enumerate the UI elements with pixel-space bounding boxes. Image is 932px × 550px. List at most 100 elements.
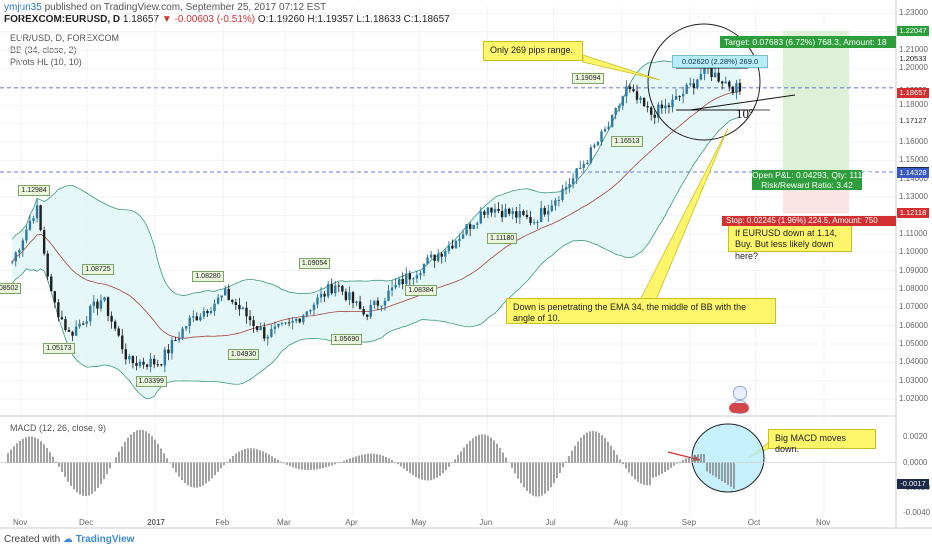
candle xyxy=(554,200,557,206)
candle xyxy=(735,83,738,93)
candle xyxy=(238,304,241,310)
tradingview-brand[interactable]: TradingView xyxy=(75,534,135,545)
candle xyxy=(412,278,415,280)
candle xyxy=(550,205,553,211)
price-tick-label: 1.20000 xyxy=(899,63,928,73)
candle xyxy=(195,316,198,321)
note-buy[interactable]: If EURUSD down at 1.14, Buy. But less li… xyxy=(728,224,852,261)
candle xyxy=(635,91,639,100)
footer: Created with ☁ TradingView xyxy=(4,534,135,545)
candle xyxy=(46,253,49,277)
angle-label: 10º xyxy=(736,106,754,121)
candle xyxy=(561,188,564,200)
pivot-label: 1.03399 xyxy=(135,376,167,388)
candle xyxy=(596,141,600,146)
candle xyxy=(252,320,255,327)
candle xyxy=(67,330,71,332)
candle xyxy=(181,328,184,339)
candle xyxy=(447,245,451,252)
candle xyxy=(557,199,561,201)
candle xyxy=(21,240,25,251)
candle xyxy=(18,250,21,253)
price-tag: 1.20533 xyxy=(897,53,929,64)
symbol-name[interactable]: FOREXCOM:EURUSD, D xyxy=(4,14,121,25)
author-link[interactable]: ymjun35 xyxy=(4,2,42,13)
pivot-label: 1.08725 xyxy=(82,264,114,276)
candle xyxy=(667,105,671,108)
note-ema[interactable]: Down is penetrating the EMA 34, the midd… xyxy=(506,298,776,324)
candle xyxy=(525,214,529,218)
legend-symbol[interactable]: EUR/USD, D, FOREXCOM xyxy=(10,33,120,43)
candle xyxy=(703,63,706,75)
legend-pivots[interactable]: Pivots HL (10, 10) xyxy=(10,57,82,67)
candle xyxy=(454,240,458,249)
candle xyxy=(600,131,603,142)
candles xyxy=(11,57,742,373)
candle xyxy=(646,106,649,108)
candle xyxy=(259,327,262,331)
candle xyxy=(241,307,245,310)
candle xyxy=(692,83,695,88)
candle xyxy=(571,178,575,185)
price-tick-label: 1.04000 xyxy=(899,357,928,367)
pivot-label: 1.16513 xyxy=(611,135,643,147)
candle xyxy=(564,187,568,189)
candle xyxy=(508,208,511,214)
price-tick-label: 1.11000 xyxy=(899,228,928,238)
flag-icon[interactable] xyxy=(729,403,749,413)
time-tick-label: Jun xyxy=(479,518,493,527)
candle xyxy=(472,224,475,229)
note-pips[interactable]: Only 269 pips range. xyxy=(483,41,583,61)
candle xyxy=(664,105,667,109)
candle xyxy=(177,338,181,341)
candle xyxy=(405,273,408,285)
candle xyxy=(394,284,397,288)
candle xyxy=(110,315,113,322)
candle xyxy=(642,97,646,107)
event-icon-1[interactable] xyxy=(733,386,747,400)
candle xyxy=(685,84,688,94)
candle xyxy=(245,307,248,317)
time-tick-label: May xyxy=(411,518,427,527)
pivot-label: 1.08384 xyxy=(405,284,437,296)
candle xyxy=(490,207,493,213)
publish-text: published on TradingView.com, September … xyxy=(44,2,327,13)
pivot-label: 1.09054 xyxy=(298,257,331,269)
candle xyxy=(699,74,703,80)
note-macd[interactable]: Big MACD moves down. xyxy=(768,429,876,454)
legend-macd[interactable]: MACD (12, 26, close, 9) xyxy=(10,423,107,433)
time-tick-label: Oct xyxy=(747,518,761,527)
candle xyxy=(607,126,610,130)
candle xyxy=(206,311,209,314)
candle xyxy=(614,108,617,115)
candle xyxy=(74,326,78,336)
price-tick-label: 1.08000 xyxy=(899,283,928,293)
price-tick-label: 1.02000 xyxy=(899,394,928,404)
candle xyxy=(437,253,440,261)
candle xyxy=(593,145,596,148)
candle xyxy=(444,251,447,257)
candle xyxy=(57,302,60,318)
candle xyxy=(337,285,340,287)
candle xyxy=(504,208,507,218)
candle xyxy=(330,284,333,294)
candle xyxy=(323,293,326,297)
candle xyxy=(167,349,170,354)
candle xyxy=(71,331,74,336)
candle xyxy=(493,208,497,213)
candle xyxy=(529,217,532,223)
candle xyxy=(628,86,632,90)
risk-reward-text: Risk/Reward Ratio: 3.42 xyxy=(761,180,853,190)
candle xyxy=(380,305,383,307)
candle xyxy=(536,222,539,224)
candle xyxy=(106,297,110,316)
candle xyxy=(579,167,582,169)
candle xyxy=(142,361,145,365)
highlight-circle xyxy=(647,23,761,141)
candle xyxy=(373,300,376,306)
candle xyxy=(50,276,53,292)
time-tick-label: Feb xyxy=(215,518,230,527)
candle xyxy=(145,364,149,367)
price-tick-label: 1.14000 xyxy=(899,173,928,183)
